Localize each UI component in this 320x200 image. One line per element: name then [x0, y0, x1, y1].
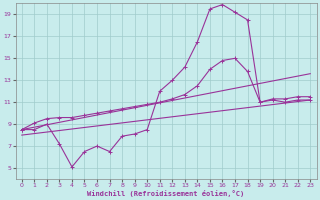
X-axis label: Windchill (Refroidissement éolien,°C): Windchill (Refroidissement éolien,°C) [87, 190, 245, 197]
